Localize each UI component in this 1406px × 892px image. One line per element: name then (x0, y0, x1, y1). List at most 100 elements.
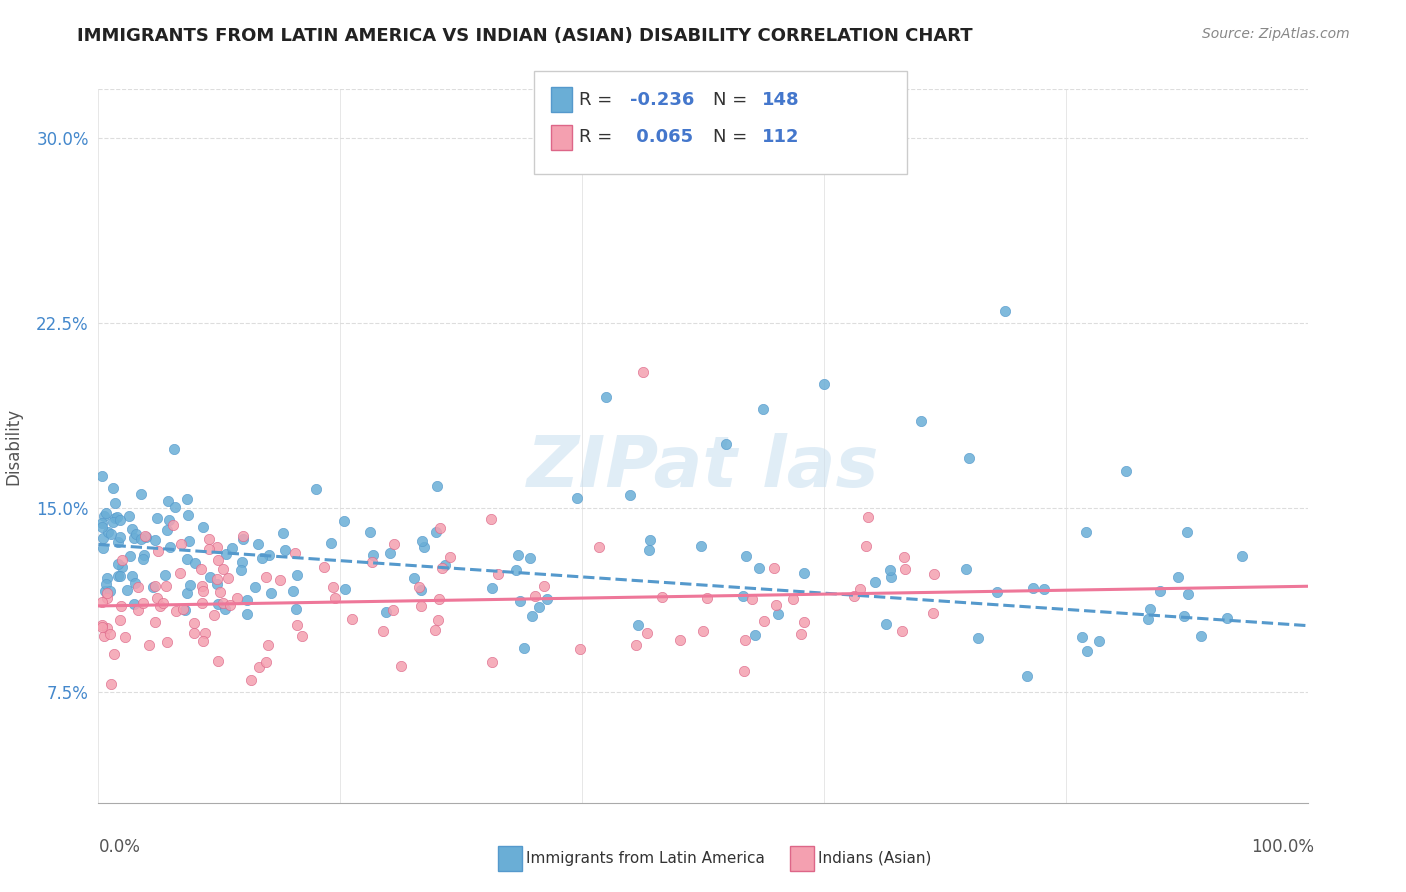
Point (176, 491, 198, 506)
Point (217, 571, 239, 585)
Text: Indians (Asian): Indians (Asian) (818, 851, 932, 865)
Point (409, 583, 432, 598)
Point (218, 598, 240, 612)
Point (1022, 581, 1045, 595)
Point (361, 556, 384, 570)
Point (789, 626, 811, 640)
Point (382, 537, 405, 551)
Point (104, 496, 127, 510)
Text: ZIPat las: ZIPat las (527, 433, 879, 502)
Point (229, 564, 252, 578)
Point (131, 533, 153, 547)
Point (260, 585, 283, 599)
Point (1177, 587, 1199, 601)
Point (536, 591, 558, 606)
Point (124, 575, 146, 590)
Point (793, 615, 815, 629)
Point (159, 513, 181, 527)
Point (285, 617, 308, 632)
Point (305, 482, 328, 496)
Point (226, 591, 249, 606)
Point (734, 632, 756, 647)
Point (425, 524, 447, 539)
Point (922, 566, 945, 581)
Point (1076, 524, 1098, 539)
Point (163, 442, 186, 456)
Point (955, 562, 977, 576)
Point (1139, 601, 1161, 615)
Point (994, 303, 1017, 318)
Point (375, 606, 398, 620)
Point (108, 512, 131, 526)
Point (505, 563, 527, 577)
Text: Source: ZipAtlas.com: Source: ZipAtlas.com (1202, 27, 1350, 41)
Point (156, 524, 179, 538)
Point (967, 631, 990, 645)
Point (1167, 570, 1189, 584)
Point (627, 618, 650, 632)
Point (322, 580, 344, 594)
Point (239, 673, 262, 687)
Point (159, 540, 181, 554)
Point (863, 575, 886, 590)
Point (957, 451, 980, 466)
Point (733, 590, 755, 604)
Point (152, 596, 174, 610)
Point (91, 595, 114, 609)
Point (107, 535, 129, 549)
Point (198, 570, 221, 584)
Point (333, 582, 356, 596)
Point (910, 414, 932, 428)
Point (527, 599, 550, 614)
Point (373, 624, 395, 639)
Point (96, 586, 118, 600)
Point (176, 552, 198, 566)
Point (143, 615, 166, 629)
Point (146, 544, 169, 558)
Point (93, 629, 115, 643)
Point (413, 540, 436, 554)
Point (692, 624, 714, 638)
Point (202, 607, 225, 622)
Point (104, 510, 127, 524)
Point (146, 511, 169, 525)
Point (733, 664, 755, 678)
Point (101, 516, 124, 530)
Point (197, 541, 219, 556)
Point (127, 602, 149, 616)
Point (256, 570, 278, 584)
Point (285, 601, 308, 615)
Y-axis label: Disability: Disability (4, 408, 22, 484)
Text: Immigrants from Latin America: Immigrants from Latin America (526, 851, 765, 865)
Point (243, 580, 266, 594)
Point (855, 539, 877, 553)
Point (125, 527, 148, 541)
Point (588, 541, 610, 555)
Point (893, 549, 915, 564)
Point (100, 527, 122, 541)
Point (879, 563, 901, 577)
Point (741, 591, 763, 606)
Text: 0.0%: 0.0% (98, 838, 141, 855)
Point (108, 531, 131, 545)
Point (744, 628, 766, 642)
Point (411, 533, 433, 548)
Point (170, 537, 193, 551)
Point (481, 656, 503, 670)
Text: N =: N = (713, 91, 752, 109)
Point (247, 537, 270, 551)
Point (754, 614, 776, 628)
Point (146, 591, 169, 606)
Point (284, 546, 307, 560)
Point (524, 589, 547, 603)
Point (1149, 583, 1171, 598)
Point (254, 655, 277, 669)
Point (986, 584, 1008, 599)
Point (782, 591, 804, 606)
Point (894, 562, 917, 576)
Point (513, 640, 536, 655)
Point (312, 560, 335, 574)
Point (207, 597, 229, 611)
Point (191, 583, 214, 598)
Point (108, 569, 131, 583)
